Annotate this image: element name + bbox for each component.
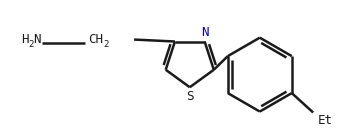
Text: S: S xyxy=(186,90,193,103)
Text: N: N xyxy=(201,26,208,39)
Text: 2: 2 xyxy=(103,40,109,49)
Text: H: H xyxy=(21,32,29,45)
Text: 2: 2 xyxy=(28,40,34,49)
Text: N: N xyxy=(33,32,41,45)
Text: Et: Et xyxy=(318,114,333,127)
Text: CH: CH xyxy=(87,32,103,45)
